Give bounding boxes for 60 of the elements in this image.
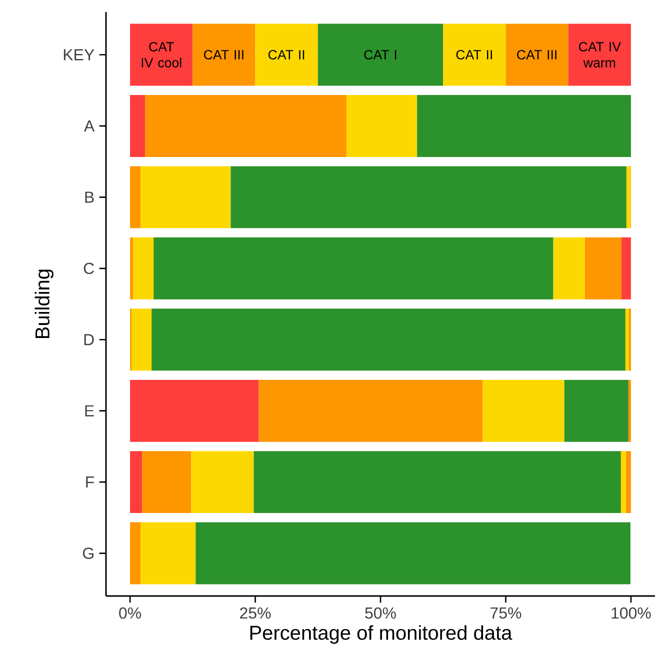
y-tick-label: D: [84, 334, 94, 346]
bar: [443, 24, 506, 86]
series-label: CAT III: [204, 50, 244, 60]
bar: [132, 308, 152, 371]
bar: [564, 380, 628, 442]
series-label: CAT IV cool: [142, 42, 182, 68]
bar: [506, 24, 568, 86]
x-tick-label: 0%: [119, 607, 142, 619]
x-axis-title: Percentage of monitored data: [250, 625, 512, 644]
bar: [130, 522, 141, 584]
bar: [568, 24, 631, 86]
bar: [133, 237, 154, 300]
bar: [191, 451, 254, 514]
bar: [346, 94, 418, 157]
bar: [553, 237, 585, 300]
bar: [584, 237, 622, 300]
bar: [140, 522, 196, 584]
y-tick-label: KEY: [64, 49, 94, 60]
bar: [417, 94, 631, 157]
bar: [626, 166, 630, 228]
series-label: CAT II: [456, 50, 492, 60]
y-tick-label: B: [85, 192, 94, 203]
bar: [628, 380, 631, 442]
bar: [254, 451, 621, 514]
x-tick-label: 75%: [490, 607, 522, 619]
bar: [130, 24, 193, 86]
bar: [130, 94, 146, 157]
bar: [318, 24, 444, 86]
bar: [258, 380, 483, 442]
bar: [140, 166, 231, 228]
y-tick-label: A: [84, 120, 95, 132]
bar: [192, 24, 256, 86]
series-label: CAT IV warm: [578, 42, 621, 68]
bar: [130, 451, 142, 514]
bar: [130, 166, 141, 228]
bar: [152, 308, 626, 371]
bar: [130, 237, 134, 300]
y-axis-title: Building: [34, 270, 54, 338]
series-label: CAT III: [517, 50, 556, 60]
bar: [142, 451, 192, 514]
y-tick-label: F: [86, 476, 94, 488]
bar: [626, 451, 631, 514]
bar: [620, 451, 626, 514]
bar: [230, 166, 626, 228]
x-tick-label: 100%: [612, 607, 651, 619]
bar: [145, 94, 346, 157]
bar: [255, 24, 318, 86]
bar: [154, 237, 554, 300]
y-tick-label: C: [84, 262, 94, 274]
y-tick-label: E: [85, 405, 94, 416]
bar: [196, 522, 630, 584]
bar: [621, 237, 631, 300]
bar: [625, 308, 629, 371]
bar: [130, 380, 259, 442]
x-tick-label: 50%: [365, 607, 396, 619]
series-label: CAT I: [364, 50, 396, 60]
x-tick-label: 25%: [240, 607, 271, 619]
y-tick-label: G: [82, 548, 94, 559]
series-label: CAT II: [268, 50, 304, 60]
bar: [482, 380, 564, 442]
